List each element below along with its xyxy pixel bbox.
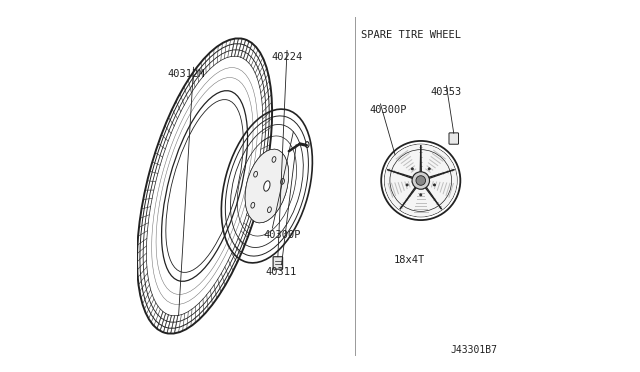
Text: 18x4T: 18x4T — [394, 255, 426, 265]
FancyBboxPatch shape — [449, 133, 458, 144]
Text: 40311: 40311 — [266, 267, 297, 277]
Ellipse shape — [428, 168, 430, 170]
Text: 40300P: 40300P — [263, 230, 301, 240]
Ellipse shape — [406, 184, 408, 186]
Text: J43301B7: J43301B7 — [451, 344, 498, 355]
Ellipse shape — [385, 144, 457, 217]
Ellipse shape — [412, 168, 413, 170]
Ellipse shape — [412, 172, 429, 189]
Text: 40353: 40353 — [431, 87, 462, 97]
Ellipse shape — [433, 184, 436, 186]
Ellipse shape — [264, 181, 270, 191]
Text: SPARE TIRE WHEEL: SPARE TIRE WHEEL — [362, 30, 461, 40]
Ellipse shape — [305, 142, 309, 148]
Ellipse shape — [416, 176, 426, 185]
Ellipse shape — [245, 149, 289, 223]
Text: 40300P: 40300P — [369, 105, 407, 115]
Text: 40224: 40224 — [271, 52, 303, 62]
Text: 40312M: 40312M — [168, 69, 205, 79]
FancyBboxPatch shape — [273, 257, 283, 269]
Ellipse shape — [420, 194, 422, 196]
